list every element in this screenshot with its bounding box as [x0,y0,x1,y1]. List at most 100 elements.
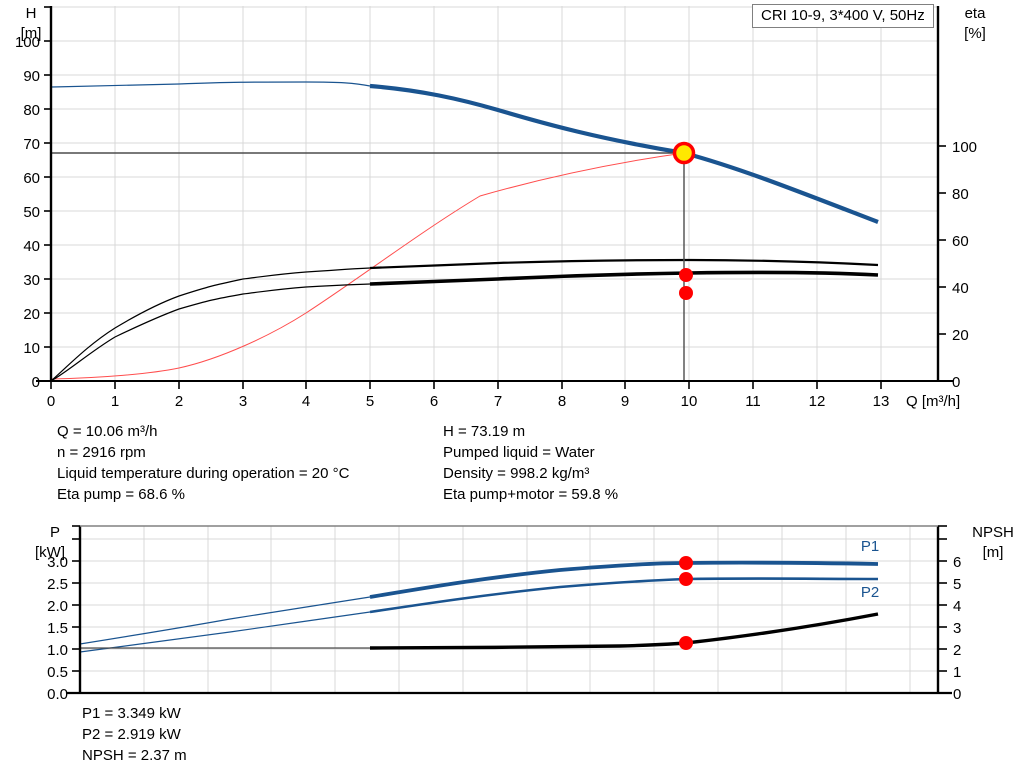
svg-text:90: 90 [23,68,40,85]
duty-info-right-3: Eta pump+motor = 59.8 % [443,486,619,503]
p1-curve-thin [79,596,371,645]
duty-info-right-2: Density = 998.2 kg/m³ [443,465,590,482]
bottom-right-ticks [938,525,947,694]
svg-text:4: 4 [953,598,961,615]
svg-text:80: 80 [952,186,969,203]
svg-text:2: 2 [175,393,183,410]
svg-text:3: 3 [953,620,961,637]
power-info-1: P2 = 2.919 kW [82,726,181,743]
svg-text:0: 0 [47,393,55,410]
svg-text:1: 1 [953,664,961,681]
svg-text:0: 0 [952,374,960,391]
p1-curve [369,560,879,599]
svg-text:5: 5 [366,393,374,410]
npsh-curve [369,612,879,650]
svg-text:2: 2 [953,642,961,659]
top-right-tick-labels: 0 20 40 60 80 100 [952,139,977,391]
p1-marker [679,556,693,570]
p2-curve-label: P2 [861,584,879,601]
svg-text:12: 12 [809,393,826,410]
svg-text:0: 0 [953,686,961,703]
svg-text:13: 13 [873,393,890,410]
p2-curve [369,577,879,614]
bottom-right-tick-labels: 0 1 2 3 4 5 6 [953,554,961,703]
bottom-left-axis-name: P [50,524,60,541]
top-vertical-gridlines [114,6,882,381]
duty-info-left-0: Q = 10.06 m³/h [57,423,158,440]
svg-text:0: 0 [32,374,40,391]
svg-text:7: 7 [494,393,502,410]
svg-text:80: 80 [23,102,40,119]
top-left-axis-unit: [m] [21,25,42,42]
duty-info-left-1: n = 2916 rpm [57,444,146,461]
head-curve [369,83,879,224]
top-x-ticks [50,381,882,389]
svg-text:30: 30 [23,272,40,289]
top-x-tick-labels: 0 1 2 3 4 5 6 7 8 9 10 11 12 13 [47,393,890,410]
svg-text:2.5: 2.5 [47,576,68,593]
svg-text:3.0: 3.0 [47,554,68,571]
system-curve [50,152,685,380]
eta-pump-curve-thin [50,267,371,382]
svg-text:1: 1 [111,393,119,410]
svg-text:3: 3 [239,393,247,410]
svg-text:100: 100 [15,34,40,51]
eta-pump-marker [679,268,693,282]
bottom-left-ticks [72,525,80,694]
top-right-axis-name: eta [965,5,987,22]
svg-text:10: 10 [23,340,40,357]
duty-info-right-0: H = 73.19 m [443,423,526,440]
svg-text:20: 20 [952,327,969,344]
svg-text:2.0: 2.0 [47,598,68,615]
npsh-marker [679,636,693,650]
bottom-left-tick-labels: 0.0 0.5 1.0 1.5 2.0 2.5 3.0 [47,554,68,703]
svg-text:10: 10 [681,393,698,410]
bottom-right-axis-name: NPSH [972,524,1014,541]
top-right-axis-unit: [%] [964,25,986,42]
svg-text:70: 70 [23,136,40,153]
svg-text:60: 60 [23,170,40,187]
bottom-left-axis-unit: [kW] [35,544,65,561]
duty-info-right-1: Pumped liquid = Water [443,444,595,461]
p2-marker [679,572,693,586]
eta-pump-motor-curve [369,270,879,286]
p2-curve-thin [79,611,371,653]
svg-text:60: 60 [952,233,969,250]
svg-text:20: 20 [23,306,40,323]
bottom-right-axis-unit: [m] [983,544,1004,561]
svg-text:1.0: 1.0 [47,642,68,659]
top-left-tick-labels: 0 10 20 30 40 50 60 70 80 90 100 [15,34,40,391]
top-right-ticks [938,145,946,382]
svg-text:1.5: 1.5 [47,620,68,637]
eta-pump-motor-marker [679,286,693,300]
top-horizontal-gridlines [51,6,938,382]
svg-text:6: 6 [430,393,438,410]
svg-text:4: 4 [302,393,310,410]
eta-pump-motor-curve-thin [50,283,371,382]
svg-text:5: 5 [953,576,961,593]
svg-text:0.5: 0.5 [47,664,68,681]
power-info-0: P1 = 3.349 kW [82,705,181,722]
svg-text:40: 40 [23,238,40,255]
bottom-plot-background [80,526,938,693]
duty-info-left-2: Liquid temperature during operation = 20… [57,465,350,482]
duty-point-marker[interactable] [672,141,696,165]
svg-text:50: 50 [23,204,40,221]
power-info-2: NPSH = 2.37 m [82,747,187,764]
svg-text:8: 8 [558,393,566,410]
svg-text:40: 40 [952,280,969,297]
top-left-ticks [44,6,51,382]
svg-text:11: 11 [745,393,761,410]
head-curve-thin [50,81,371,88]
pump-model-title: CRI 10-9, 3*400 V, 50Hz [752,4,934,28]
top-x-axis-label: Q [m³/h] [906,393,960,410]
top-left-axis-name: H [26,5,37,22]
svg-text:100: 100 [952,139,977,156]
power-npsh-chart: P1 P2 0.0 0.5 1.0 1.5 2.0 2.5 3.0 P [kW] [35,524,1014,703]
svg-text:9: 9 [621,393,629,410]
bottom-vertical-gridlines [143,526,911,693]
p1-curve-label: P1 [861,538,879,555]
top-plot-background [51,6,938,381]
svg-text:6: 6 [953,554,961,571]
eta-pump-curve-bold [369,258,879,270]
